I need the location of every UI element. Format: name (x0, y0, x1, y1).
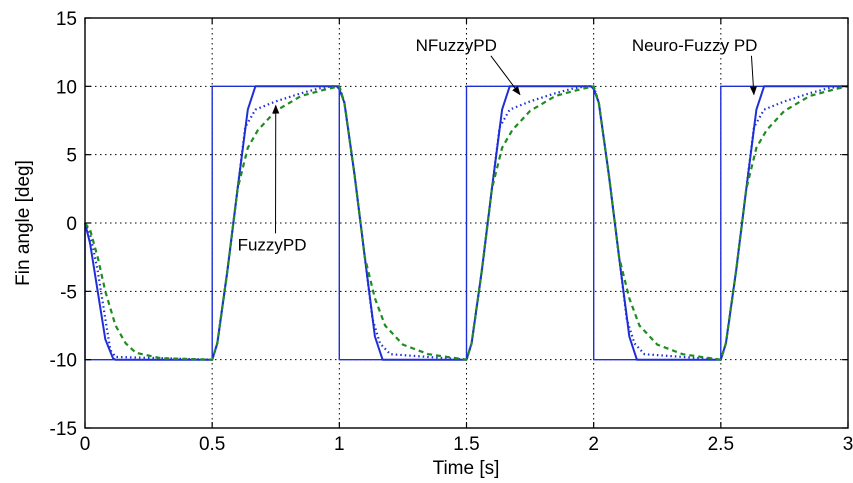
x-axis-title: Time [s] (433, 458, 500, 479)
ticks-group: 0 0.5 1 1.5 2 2.5 3 15 10 5 0 -5 -10 -15 (50, 9, 853, 455)
y-tick-label: 15 (56, 9, 77, 30)
series-group (84, 85, 849, 361)
annotation-label: Neuro-Fuzzy PD (632, 36, 758, 55)
x-tick-label: 0.5 (199, 434, 225, 455)
annotation-arrow (749, 55, 757, 96)
y-tick-label: 5 (66, 146, 77, 167)
y-axis-title: Fin angle [deg] (13, 160, 34, 286)
x-tick-label: 2.5 (708, 434, 734, 455)
y-tick-label: 10 (56, 77, 77, 98)
y-tick-label: -15 (50, 419, 77, 440)
x-tick-label: 1 (334, 434, 345, 455)
x-tick-label: 3 (843, 434, 853, 455)
annotations-group: NFuzzyPD Neuro-Fuzzy PD FuzzyPD (238, 36, 758, 255)
annotation-label: NFuzzyPD (416, 36, 497, 55)
x-tick-label: 1.5 (453, 434, 479, 455)
x-tick-label: 2 (588, 434, 599, 455)
y-tick-label: -10 (50, 351, 77, 372)
x-tick-label: 0 (80, 434, 91, 455)
annotation-arrow (490, 55, 521, 96)
annotation-label: FuzzyPD (238, 235, 307, 254)
y-tick-label: 0 (66, 214, 77, 235)
series-line-fuzzypd (84, 85, 849, 361)
y-tick-label: -5 (60, 282, 77, 303)
